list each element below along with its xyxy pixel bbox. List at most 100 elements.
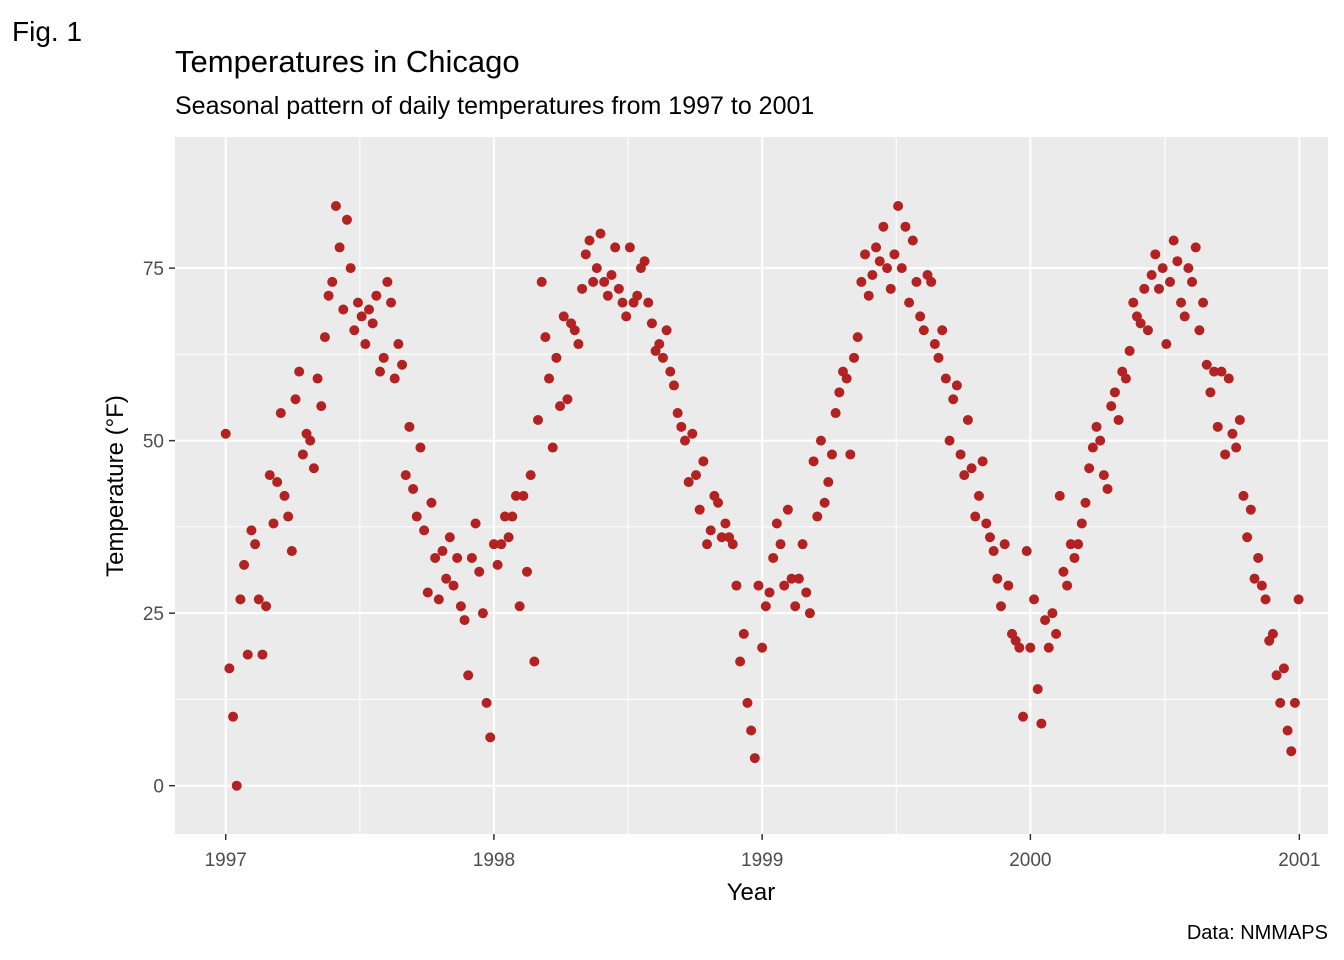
data-point <box>294 366 305 377</box>
data-point <box>375 366 386 377</box>
data-point <box>918 325 929 336</box>
data-point <box>422 587 433 598</box>
data-point <box>716 532 727 543</box>
data-point <box>319 332 330 343</box>
data-point <box>804 608 815 619</box>
data-point <box>378 352 389 363</box>
data-point <box>654 339 665 350</box>
data-point <box>1205 387 1216 398</box>
data-point <box>915 311 926 322</box>
data-point <box>1051 628 1062 639</box>
data-point <box>1187 276 1198 287</box>
data-point <box>257 649 268 660</box>
data-point <box>356 311 367 322</box>
data-point <box>676 421 687 432</box>
y-axis: 0 25 50 75 <box>143 259 175 798</box>
data-point <box>283 511 294 522</box>
data-point <box>845 449 856 460</box>
data-point <box>279 490 290 501</box>
data-point <box>1289 697 1300 708</box>
figure-label: Fig. 1 <box>12 16 83 47</box>
data-point <box>948 394 959 405</box>
data-point <box>253 594 264 605</box>
data-point <box>702 539 713 550</box>
data-point <box>786 573 797 584</box>
data-point <box>893 201 904 212</box>
data-point <box>352 297 363 308</box>
data-point <box>1106 401 1117 412</box>
data-point <box>613 283 624 294</box>
data-point <box>735 656 746 667</box>
data-point <box>242 649 253 660</box>
data-point <box>430 552 441 563</box>
data-point <box>860 249 871 260</box>
data-point <box>419 525 430 536</box>
data-point <box>1249 573 1260 584</box>
data-point <box>448 580 459 591</box>
data-point <box>632 290 643 301</box>
data-point <box>977 456 988 467</box>
data-point <box>643 297 654 308</box>
data-point <box>1128 297 1139 308</box>
y-axis-title: Temperature (°F) <box>102 395 129 577</box>
data-point <box>672 408 683 419</box>
data-point <box>1087 442 1098 453</box>
data-point <box>503 532 514 543</box>
data-point <box>646 318 657 329</box>
data-point <box>1286 746 1297 757</box>
data-point <box>1282 725 1293 736</box>
data-point <box>360 339 371 350</box>
data-point <box>951 380 962 391</box>
data-point <box>1036 718 1047 729</box>
data-point <box>264 470 275 481</box>
data-point <box>580 249 591 260</box>
data-point <box>246 525 257 536</box>
data-point <box>1003 580 1014 591</box>
data-point <box>1032 684 1043 695</box>
data-point <box>268 518 279 529</box>
data-point <box>1253 552 1264 563</box>
data-point <box>992 573 1003 584</box>
data-point <box>962 414 973 425</box>
x-tick-label: 1998 <box>473 850 515 871</box>
data-point <box>1220 449 1231 460</box>
data-point <box>1014 642 1025 653</box>
data-point <box>1212 421 1223 432</box>
data-point <box>364 304 375 315</box>
data-point <box>1142 325 1153 336</box>
data-point <box>757 642 768 653</box>
data-point <box>415 442 426 453</box>
data-point <box>477 608 488 619</box>
data-point <box>510 490 521 501</box>
data-point <box>1113 414 1124 425</box>
data-point <box>871 242 882 253</box>
data-point <box>1223 373 1234 384</box>
data-point <box>297 449 308 460</box>
data-point <box>444 532 455 543</box>
data-point <box>1095 435 1106 446</box>
data-point <box>1043 642 1054 653</box>
data-point <box>341 214 352 225</box>
data-point <box>849 352 860 363</box>
data-point <box>1109 387 1120 398</box>
data-point <box>1091 421 1102 432</box>
data-point <box>1190 242 1201 253</box>
data-point <box>1179 311 1190 322</box>
data-point <box>1018 711 1029 722</box>
data-point <box>1102 483 1113 494</box>
data-point <box>577 283 588 294</box>
data-point <box>382 276 393 287</box>
data-point <box>312 373 323 384</box>
plot-panel <box>175 137 1328 834</box>
data-point <box>815 435 826 446</box>
data-point <box>988 546 999 557</box>
data-point <box>228 711 239 722</box>
data-point <box>1062 580 1073 591</box>
data-point <box>599 276 610 287</box>
data-point <box>782 504 793 515</box>
data-point <box>1278 663 1289 674</box>
data-point <box>231 780 242 791</box>
data-point <box>573 339 584 350</box>
data-point <box>610 242 621 253</box>
data-point <box>830 408 841 419</box>
